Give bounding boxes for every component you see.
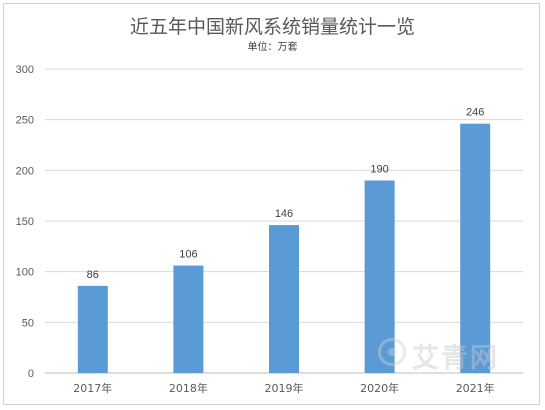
watermark-text: 艾青网 [412,343,499,374]
data-label: 106 [179,249,197,261]
watermark-logo-icon [378,338,406,366]
y-tick-label: 200 [16,165,34,177]
bar [173,265,204,373]
x-tick-label: 2020年 [360,381,399,395]
y-tick-label: 100 [16,267,34,279]
chart-title: 近五年中国新风系统销量统计一览 [129,16,415,38]
y-tick-label: 50 [22,317,34,329]
data-label: 146 [275,208,293,220]
data-label: 190 [370,163,388,175]
y-tick-label: 250 [16,115,34,127]
data-label: 86 [87,269,99,281]
y-tick-label: 150 [16,216,34,228]
watermark: 艾青网 [378,334,528,374]
y-tick-label: 300 [16,64,34,76]
x-tick-label: 2019年 [265,381,304,395]
x-tick-label: 2017年 [73,381,112,395]
y-tick-label: 0 [28,368,34,380]
data-label: 246 [466,107,484,119]
bar [460,123,491,373]
chart-subtitle: 单位：万套 [247,42,298,53]
bar [269,225,299,373]
x-tick-label: 2021年 [456,381,495,395]
bar [77,285,108,373]
x-tick-label: 2018年 [169,381,208,395]
